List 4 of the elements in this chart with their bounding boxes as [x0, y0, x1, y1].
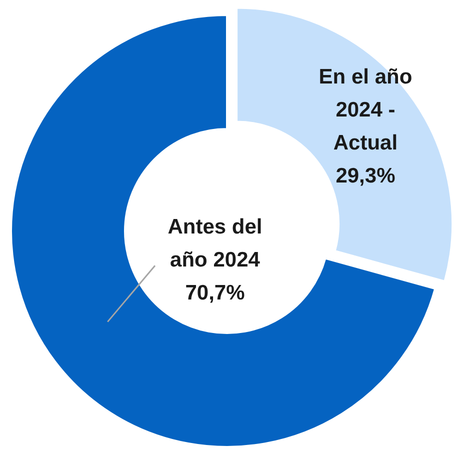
slice-label: Antes del año 2024: [168, 215, 262, 272]
data-label: 29,3%: [336, 164, 396, 188]
data-label: 70,7%: [185, 281, 246, 304]
slice-label: En el año 2024 - Actual: [318, 66, 412, 155]
